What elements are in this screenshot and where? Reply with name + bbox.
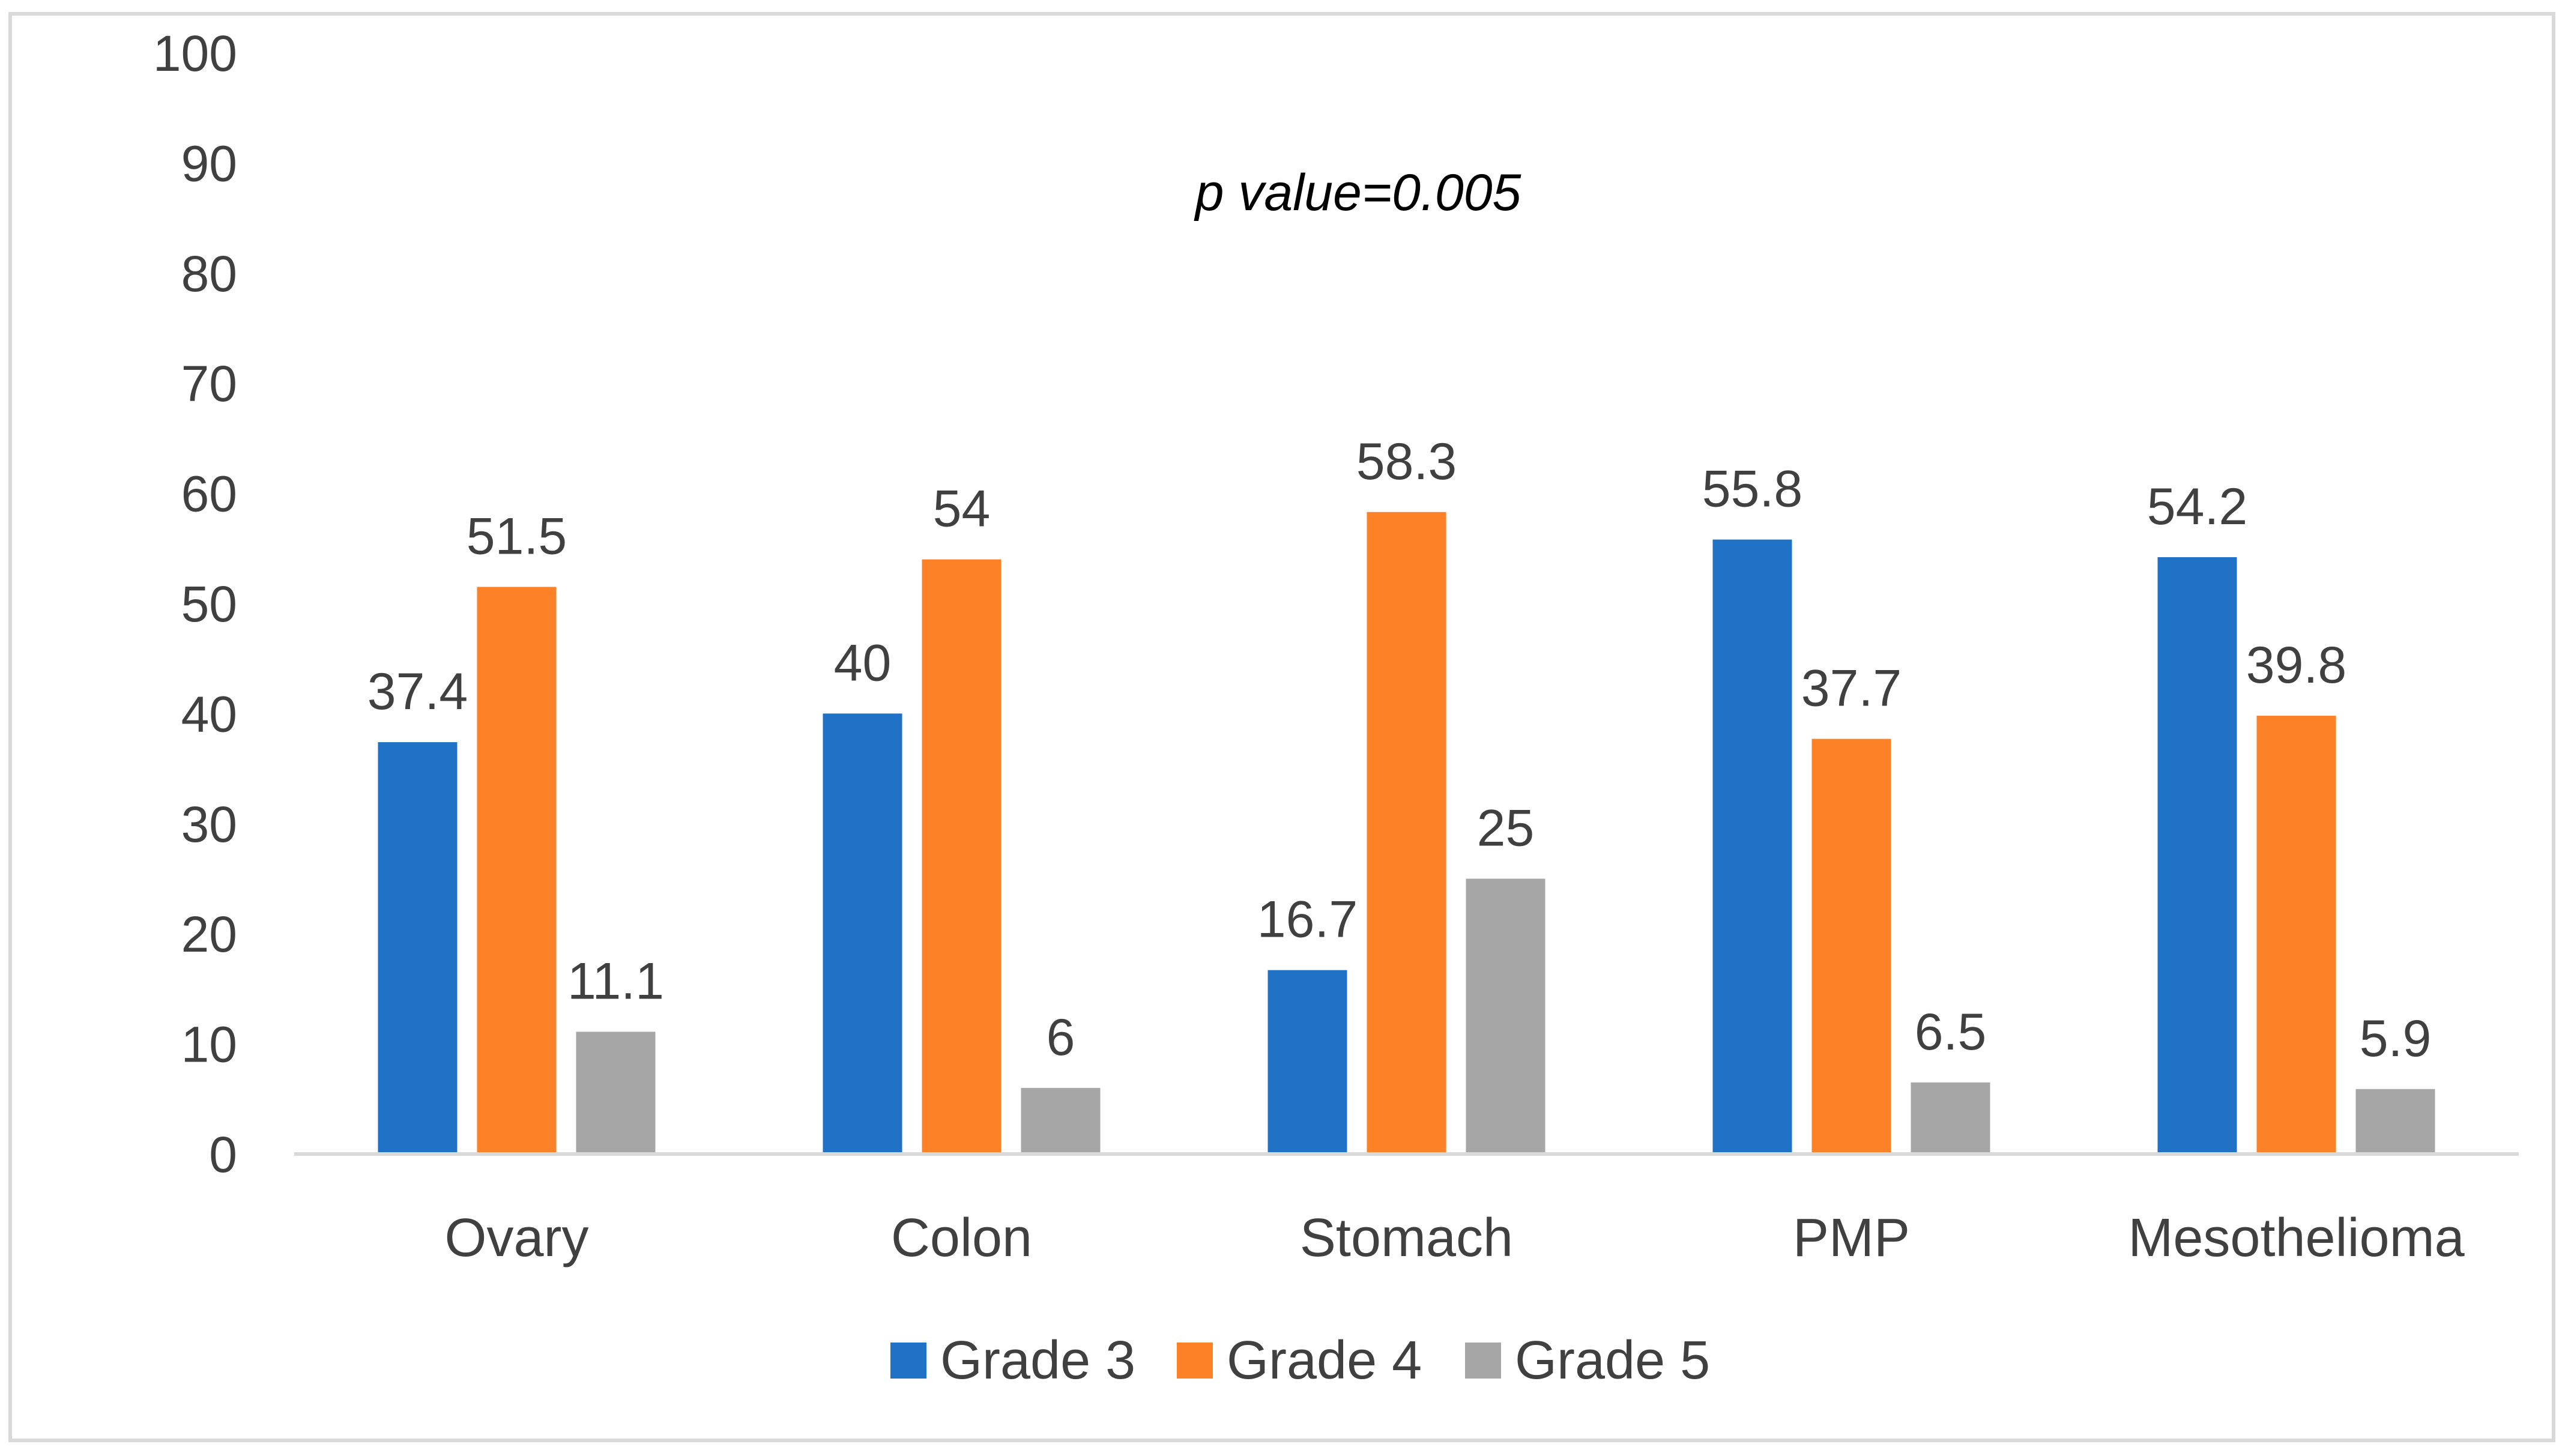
bar-grade-4-mesothelioma	[2256, 716, 2336, 1154]
data-label: 37.4	[367, 663, 468, 720]
data-label: 16.7	[1257, 891, 1358, 949]
y-tick-label: 100	[153, 25, 237, 82]
legend-swatch-grade-5	[1465, 1343, 1501, 1379]
data-label: 58.3	[1356, 433, 1457, 491]
bar-grade-5-mesothelioma	[2355, 1089, 2435, 1154]
bar-grade-3-pmp	[1712, 539, 1792, 1154]
y-tick-label: 80	[181, 246, 237, 302]
legend-label-grade-5: Grade 5	[1515, 1331, 1710, 1391]
bar-grade-4-colon	[922, 559, 1002, 1154]
legend-label-grade-4: Grade 4	[1227, 1331, 1422, 1391]
y-tick-label: 40	[181, 686, 237, 742]
bar-grade-5-stomach	[1466, 878, 1545, 1154]
data-labels: 37.4 51.5 11.1 40 54 6 16.7 58.3 25 55.8 37.7 6.5 54…	[367, 433, 2431, 1068]
y-tick-label: 70	[181, 355, 237, 412]
bar-grade-3-colon	[823, 713, 902, 1154]
legend: Grade 3 Grade 4 Grade 5	[890, 1331, 1710, 1391]
x-axis-category-labels: Ovary Colon Stomach PMP Mesothelioma	[444, 1208, 2465, 1268]
bar-series	[378, 512, 2435, 1154]
bar-grade-3-stomach	[1267, 970, 1347, 1154]
bar-grade-3-ovary	[378, 742, 458, 1154]
y-tick-label: 90	[181, 135, 237, 192]
legend-label-grade-3: Grade 3	[940, 1331, 1135, 1391]
data-label: 54	[933, 480, 991, 538]
x-tick-label-stomach: Stomach	[1300, 1208, 1513, 1268]
data-label: 6.5	[1915, 1003, 1987, 1061]
y-tick-label: 10	[181, 1016, 237, 1073]
data-label: 54.2	[2147, 478, 2247, 536]
data-label: 40	[834, 634, 892, 692]
bar-grade-5-ovary	[576, 1032, 656, 1154]
data-label: 6	[1047, 1009, 1075, 1066]
x-tick-label-ovary: Ovary	[444, 1208, 588, 1268]
legend-swatch-grade-4	[1177, 1343, 1213, 1379]
data-label: 39.8	[2246, 636, 2346, 694]
chart-frame	[8, 12, 2555, 1442]
bar-grade-4-stomach	[1367, 512, 1446, 1154]
bar-grade-4-ovary	[477, 587, 557, 1154]
data-label: 51.5	[467, 507, 567, 565]
data-label: 11.1	[567, 952, 664, 1010]
data-label: 25	[1477, 800, 1535, 857]
y-tick-label: 30	[181, 796, 237, 853]
bar-grade-5-colon	[1021, 1087, 1101, 1154]
data-label: 37.7	[1801, 660, 1902, 717]
y-tick-label: 20	[181, 906, 237, 962]
bar-grade-5-pmp	[1911, 1082, 1990, 1154]
x-tick-label-colon: Colon	[891, 1208, 1032, 1268]
x-tick-label-mesothelioma: Mesothelioma	[2128, 1208, 2465, 1268]
y-axis-ticks: 0 10 20 30 40 50 60 70 80 90 100	[153, 25, 237, 1183]
data-label: 55.8	[1702, 461, 1802, 518]
y-tick-label: 0	[209, 1126, 237, 1183]
legend-swatch-grade-3	[890, 1343, 926, 1379]
x-tick-label-pmp: PMP	[1793, 1208, 1910, 1268]
y-tick-label: 50	[181, 576, 237, 632]
p-value-annotation: p value=0.005	[1194, 164, 1522, 222]
y-tick-label: 60	[181, 466, 237, 522]
bar-grade-3-mesothelioma	[2157, 557, 2237, 1154]
bar-grade-4-pmp	[1811, 739, 1891, 1154]
data-label: 5.9	[2360, 1010, 2432, 1068]
